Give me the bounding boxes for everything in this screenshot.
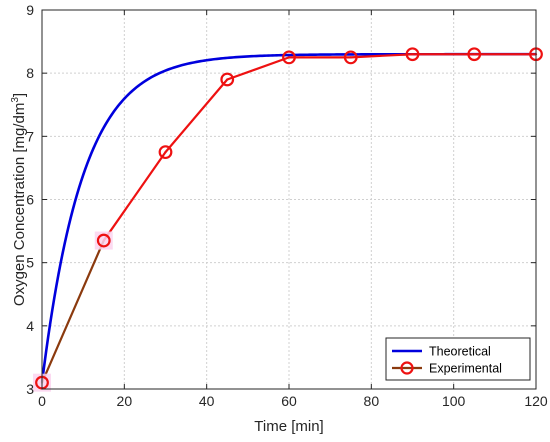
experimental-series-segment (349, 53, 414, 59)
y-tick-label: 9 (26, 2, 34, 18)
y-tick-label: 8 (26, 65, 34, 81)
experimental-data-point (405, 47, 420, 62)
grid-lines (42, 10, 536, 389)
legend-experimental-label: Experimental (429, 362, 502, 376)
y-tick-label: 6 (26, 192, 34, 208)
experimental-series-segment (164, 78, 229, 154)
experimental-data-point (467, 47, 482, 62)
experimental-data-point (220, 72, 235, 87)
x-tick-label: 100 (442, 393, 466, 409)
experimental-data-point (343, 50, 358, 65)
y-tick-label: 5 (26, 255, 34, 271)
y-tick-label: 4 (26, 318, 34, 334)
legend-experimental-marker (400, 361, 414, 375)
experimental-data-point (282, 50, 296, 65)
x-axis-label: Time [min] (254, 418, 323, 435)
x-tick-label: 40 (199, 393, 215, 409)
x-tick-label: 60 (281, 393, 297, 409)
x-tick-label: 120 (524, 393, 548, 409)
experimental-series-segment (226, 56, 291, 81)
experimental-series-segment (40, 239, 105, 384)
legend: Theoretical Experimental (385, 337, 531, 381)
tick-layer: 0 20 40 60 80 100 120 3 4 5 6 7 8 9 (26, 2, 548, 409)
legend-theoretical-label: Theoretical (429, 345, 491, 359)
x-tick-label: 0 (38, 393, 46, 409)
y-axis-label: Oxygen Concentration [mg/dm3] (10, 93, 28, 306)
y-axis-label-superscript: 3 (10, 97, 21, 103)
y-axis-label-tail: ] (11, 93, 28, 97)
y-tick-label: 7 (26, 128, 34, 144)
y-axis-label-main: Oxygen Concentration [mg/dm (11, 103, 28, 306)
x-tick-label: 80 (364, 393, 380, 409)
experimental-data-point (158, 145, 173, 160)
experimental-series-segment (102, 151, 167, 242)
experimental-data-point (96, 233, 111, 248)
y-tick-label: 3 (26, 381, 34, 397)
x-tick-label: 20 (117, 393, 133, 409)
